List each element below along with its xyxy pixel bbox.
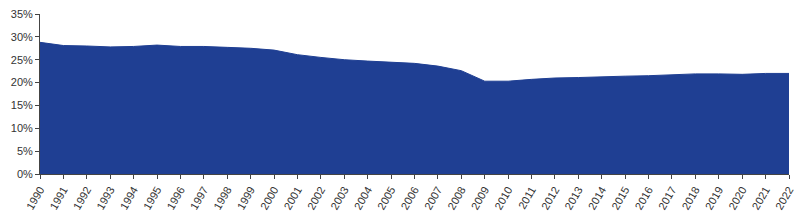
svg-text:2002: 2002 <box>305 184 328 211</box>
svg-text:1995: 1995 <box>141 184 164 211</box>
svg-text:10%: 10% <box>11 122 33 134</box>
svg-text:20%: 20% <box>11 76 33 88</box>
svg-text:1999: 1999 <box>235 184 258 211</box>
svg-text:2005: 2005 <box>375 184 398 211</box>
svg-text:2003: 2003 <box>328 184 351 211</box>
svg-text:2006: 2006 <box>398 184 421 211</box>
svg-text:1998: 1998 <box>211 184 234 211</box>
svg-text:2010: 2010 <box>492 184 515 211</box>
svg-text:2012: 2012 <box>539 184 562 211</box>
svg-text:1996: 1996 <box>164 184 187 211</box>
svg-text:2004: 2004 <box>352 184 375 211</box>
svg-text:1992: 1992 <box>71 184 94 211</box>
svg-text:2018: 2018 <box>679 184 702 211</box>
svg-text:1990: 1990 <box>24 184 47 211</box>
svg-text:2020: 2020 <box>726 184 749 211</box>
svg-text:25%: 25% <box>11 54 33 66</box>
svg-text:2013: 2013 <box>562 184 585 211</box>
svg-text:2016: 2016 <box>632 184 655 211</box>
svg-text:35%: 35% <box>11 8 33 20</box>
svg-text:5%: 5% <box>17 145 33 157</box>
svg-text:2022: 2022 <box>773 184 796 211</box>
svg-text:2015: 2015 <box>609 184 632 211</box>
svg-text:2014: 2014 <box>586 184 609 211</box>
svg-text:2017: 2017 <box>656 184 679 211</box>
svg-text:2001: 2001 <box>281 184 304 211</box>
svg-text:15%: 15% <box>11 99 33 111</box>
svg-text:2021: 2021 <box>749 184 772 211</box>
svg-text:1997: 1997 <box>188 184 211 211</box>
svg-text:1993: 1993 <box>94 184 117 211</box>
svg-text:2000: 2000 <box>258 184 281 211</box>
svg-text:1994: 1994 <box>117 184 140 211</box>
svg-text:2008: 2008 <box>445 184 468 211</box>
svg-text:2007: 2007 <box>422 184 445 211</box>
svg-text:0%: 0% <box>17 168 33 180</box>
svg-text:2011: 2011 <box>516 184 538 210</box>
svg-text:1991: 1991 <box>47 184 70 211</box>
svg-text:30%: 30% <box>11 31 33 43</box>
svg-text:2019: 2019 <box>703 184 726 211</box>
svg-text:2009: 2009 <box>469 184 492 211</box>
